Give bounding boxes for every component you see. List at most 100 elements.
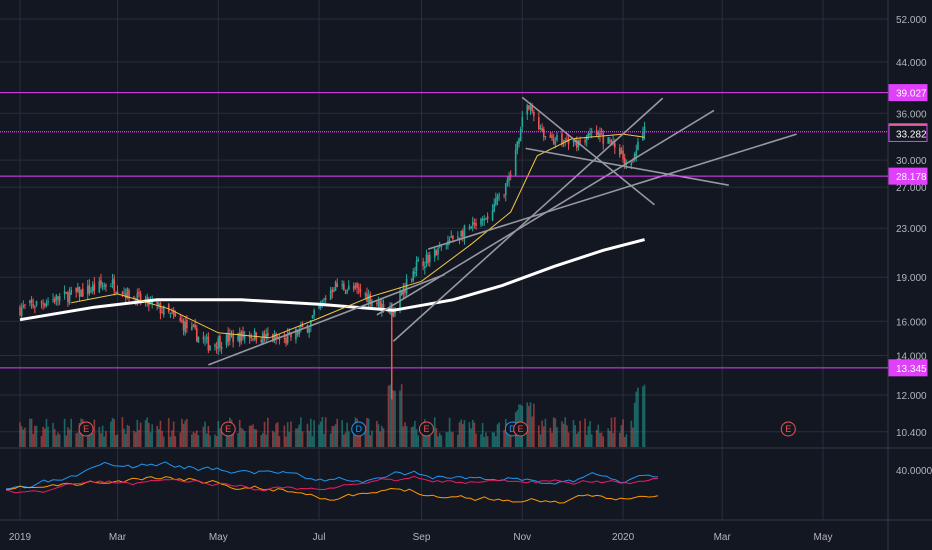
volume-bar	[161, 430, 163, 447]
ma-long-line	[19, 238, 645, 322]
candle	[415, 260, 418, 271]
candle	[98, 281, 101, 293]
volume-bar	[43, 428, 46, 447]
volume-bar	[400, 384, 403, 447]
volume-bar	[506, 423, 509, 447]
volume-bar	[215, 436, 218, 447]
candle	[262, 332, 264, 344]
candle	[219, 335, 221, 348]
volume-bar	[58, 434, 61, 447]
candle	[425, 254, 428, 264]
candle	[357, 287, 360, 289]
volume-bar	[318, 424, 320, 447]
candle	[35, 301, 38, 306]
y-tick-label: 30.000	[896, 156, 927, 167]
volume-bar	[186, 418, 188, 447]
candle	[369, 293, 372, 305]
candle	[404, 288, 406, 293]
volume-bar	[480, 434, 482, 447]
candle	[480, 218, 482, 225]
candle	[161, 312, 163, 314]
candle	[493, 204, 496, 212]
x-tick-label: May	[814, 532, 833, 543]
volume-bar	[392, 390, 395, 447]
candle	[172, 310, 175, 316]
candle	[128, 290, 130, 299]
candle	[309, 320, 312, 327]
volume-bar	[422, 432, 424, 447]
volume-bar	[364, 425, 367, 447]
volume-bar	[55, 435, 58, 447]
volume-bar	[614, 417, 616, 447]
volume-bar	[417, 435, 420, 447]
volume-bar	[278, 436, 281, 447]
volume-bar	[32, 433, 35, 447]
candle	[53, 298, 56, 303]
candle	[602, 134, 605, 144]
volume-bar	[577, 431, 580, 447]
volume-bar	[590, 434, 593, 447]
volume-bar	[352, 425, 355, 447]
volume-bar	[538, 425, 540, 447]
volume-bar	[232, 427, 234, 447]
price-label-box	[888, 124, 928, 142]
candle	[341, 284, 344, 286]
event-label: E	[785, 424, 791, 434]
candle	[519, 129, 522, 142]
volume-bar	[110, 421, 112, 447]
candle	[609, 139, 611, 142]
candle	[100, 279, 102, 286]
candle	[286, 334, 289, 343]
volume-bar	[191, 434, 193, 447]
candle	[263, 334, 266, 339]
volume-bar	[435, 428, 438, 447]
candle	[220, 346, 223, 350]
candle	[352, 286, 355, 290]
candle	[635, 150, 638, 156]
candle	[623, 157, 626, 165]
volume-bar	[450, 431, 453, 447]
volume-bar	[205, 433, 208, 447]
candle	[321, 300, 324, 302]
candle	[336, 283, 339, 288]
volume-bar	[146, 417, 149, 447]
y-tick-label: 16.000	[896, 317, 927, 328]
volume-bar	[321, 417, 324, 447]
volume-bar	[209, 435, 211, 447]
candle	[572, 139, 575, 143]
candle	[68, 292, 71, 304]
candle	[387, 311, 390, 313]
candle	[364, 293, 367, 295]
volume-bar	[192, 431, 195, 447]
volume-bar	[483, 436, 486, 447]
volume-bar	[642, 386, 644, 447]
volume-bar	[643, 384, 646, 447]
volume-bar	[587, 426, 590, 447]
volume-bar	[584, 418, 586, 447]
candle	[47, 301, 49, 303]
candle	[597, 132, 600, 136]
volume-bar	[612, 433, 614, 447]
y-tick-label: 44.000	[896, 58, 927, 69]
candle	[250, 337, 253, 339]
candle	[334, 281, 337, 291]
volume-bar	[139, 422, 142, 447]
volume-bar	[347, 431, 350, 447]
candle	[324, 297, 327, 300]
volume-bar	[301, 431, 304, 447]
volume-bar	[174, 436, 177, 447]
candle	[174, 313, 177, 317]
volume-bar	[40, 435, 43, 447]
volume-bar	[98, 427, 101, 447]
candle	[377, 299, 380, 307]
candle	[58, 295, 61, 302]
volume-bar	[625, 434, 628, 447]
candle	[103, 284, 106, 286]
candle	[471, 221, 474, 226]
x-tick-label: Mar	[109, 532, 127, 543]
volume-bar	[402, 426, 405, 447]
candle	[93, 283, 96, 291]
candle	[181, 320, 183, 322]
candle	[452, 235, 454, 239]
